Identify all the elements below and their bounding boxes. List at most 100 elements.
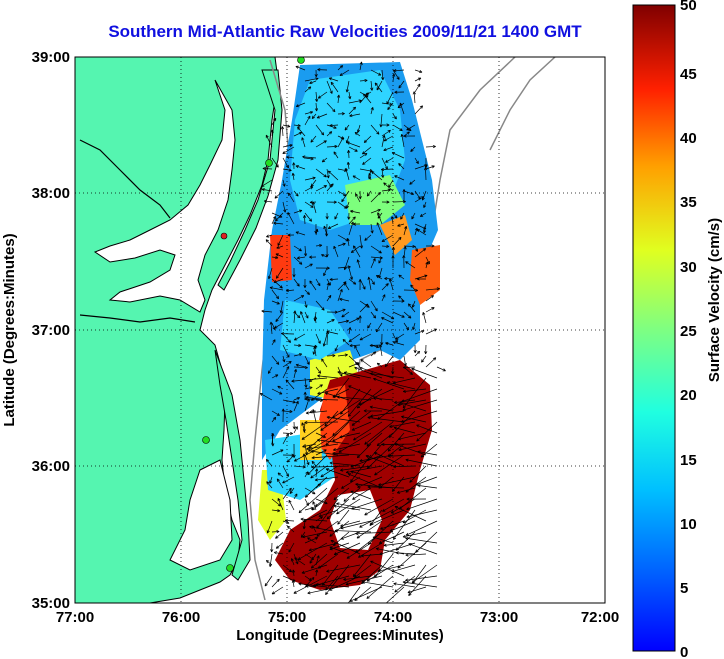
velocity-arrow (273, 278, 284, 284)
velocity-arrow (381, 283, 389, 291)
velocity-arrow (360, 553, 383, 558)
velocity-arrow (337, 288, 343, 302)
velocity-arrow (375, 322, 383, 333)
velocity-arrow (269, 286, 284, 291)
velocity-arrow (368, 172, 372, 181)
velocity-arrow (275, 253, 284, 258)
velocity-arrow (354, 345, 361, 357)
velocity-arrow (304, 311, 309, 319)
velocity-arrow (416, 424, 438, 434)
velocity-arrow (381, 294, 386, 302)
velocity-arrow (370, 560, 405, 577)
velocity-arrow (304, 487, 316, 495)
velocity-arrow (326, 131, 333, 137)
velocity-arrow (271, 388, 283, 395)
velocity-arrow (290, 558, 295, 566)
velocity-arrow (273, 551, 284, 555)
velocity-arrow (361, 580, 394, 588)
velocity-arrow (347, 212, 351, 220)
velocity-arrow (346, 161, 350, 170)
velocity-arrow (304, 386, 313, 390)
velocity-arrow (386, 381, 416, 390)
velocity-arrow (266, 481, 273, 489)
velocity-arrow (304, 263, 313, 269)
velocity-arrow (378, 256, 383, 264)
velocity-arrow (315, 583, 350, 588)
velocity-arrow (271, 355, 280, 365)
potomac-river (79, 139, 171, 219)
velocity-arrow (402, 531, 427, 538)
velocity-arrow (302, 520, 306, 530)
velocity-arrow (326, 102, 336, 113)
velocity-arrow (298, 582, 328, 588)
colorbar-tick: 50 (680, 0, 697, 14)
velocity-arrow (370, 311, 377, 319)
velocity-arrow (282, 201, 287, 213)
velocity-arrow (359, 234, 364, 249)
velocity-arrow (363, 409, 383, 413)
velocity-arrow (394, 175, 405, 181)
y-tick: 36:00 (32, 458, 70, 475)
velocity-arrow (304, 355, 310, 365)
velocity-arrow (381, 168, 385, 178)
velocity-arrow (302, 531, 328, 539)
velocity-arrow (406, 497, 427, 501)
x-tick: 74:00 (374, 609, 412, 626)
velocity-arrow (359, 454, 394, 463)
velocity-arrow (327, 223, 339, 229)
velocity-arrow (355, 361, 361, 368)
velocity-arrow (315, 468, 319, 478)
velocity-arrow (261, 179, 273, 187)
velocity-arrow (341, 476, 361, 489)
velocity-arrow (293, 295, 305, 302)
velocity-arrow (289, 487, 295, 494)
velocity-arrow (293, 123, 301, 128)
velocity-arrow (336, 502, 372, 511)
colorbar-tick: 20 (680, 387, 697, 404)
velocity-arrow (394, 443, 427, 456)
colorbar-label: Surface Velocity (cm/s) (706, 218, 723, 382)
velocity-arrow (373, 452, 405, 467)
velocity-arrow (369, 372, 405, 379)
velocity-arrow (337, 242, 346, 247)
velocity-arrow (351, 421, 372, 431)
velocity-arrow (359, 366, 394, 379)
velocity-arrow (380, 520, 405, 530)
velocity-arrow (326, 319, 335, 324)
velocity-arrow (397, 432, 427, 441)
velocity-arrow (301, 422, 306, 434)
velocity-arrow (416, 277, 427, 281)
velocity-arrow (330, 81, 339, 93)
velocity-arrow (282, 431, 294, 436)
velocity-arrow (315, 124, 325, 136)
velocity-arrow (367, 322, 372, 329)
velocity-arrow (271, 117, 277, 126)
velocity-arrow (312, 201, 317, 214)
velocity-arrow (360, 359, 372, 368)
velocity-arrow (359, 333, 372, 341)
velocity-arrow (323, 225, 328, 236)
velocity-arrow (295, 65, 306, 71)
velocity-arrow (391, 246, 395, 258)
velocity-arrow (414, 245, 418, 252)
velocity-arrow (359, 153, 368, 159)
velocity-arrow (304, 454, 310, 466)
velocity-arrow (359, 61, 363, 71)
velocity-arrow (343, 282, 350, 291)
velocity-arrow (282, 399, 296, 404)
velocity-arrow (402, 255, 406, 269)
velocity-arrow (277, 472, 284, 478)
velocity-arrow (317, 388, 339, 395)
velocity-arrow (387, 454, 416, 458)
velocity-arrow (334, 212, 339, 220)
velocity-arrow (271, 509, 281, 513)
chesapeake-bay (93, 79, 236, 313)
velocity-arrow (392, 341, 405, 346)
velocity-arrow (310, 553, 328, 569)
velocity-arrow (300, 517, 328, 522)
velocity-arrow (315, 91, 319, 102)
velocity-arrow (311, 113, 317, 119)
velocity-arrow (385, 342, 394, 346)
velocity-arrow (304, 86, 312, 93)
velocity-arrow (325, 245, 329, 258)
